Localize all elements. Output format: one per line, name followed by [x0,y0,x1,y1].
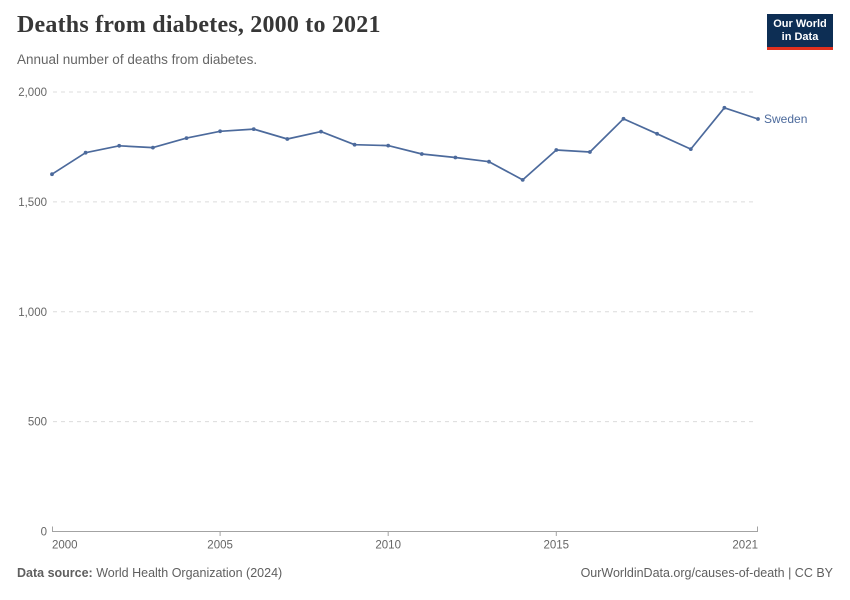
chart-title: Deaths from diabetes, 2000 to 2021 [17,12,381,38]
attribution-license: OurWorldinData.org/causes-of-death | CC … [580,566,833,580]
series-entity-label: Sweden [764,112,807,126]
data-point [655,131,659,136]
y-axis-tick-label: 2,000 [18,87,47,99]
data-point [386,143,391,148]
data-point [554,148,559,152]
data-point [117,143,122,148]
x-axis-tick-label: 2000 [52,540,78,552]
x-axis-tick-label: 2021 [732,540,758,552]
data-point [218,129,223,134]
data-source-label: Data source: [17,566,93,580]
owid-logo-line1: Our World [773,18,827,30]
data-point [151,145,155,150]
data-source-note: Data source: World Health Organization (… [17,566,282,580]
y-axis-tick-label: 500 [28,417,47,429]
data-point [319,129,323,134]
chart-subtitle: Annual number of deaths from diabetes. [17,52,258,67]
owid-logo: Our World in Data [767,14,833,50]
data-source-value: World Health Organization (2024) [92,566,283,580]
data-point [285,137,290,141]
data-point [588,150,592,154]
data-line [51,106,759,181]
data-point [453,155,458,160]
data-point [520,178,525,182]
y-axis-tick-label: 0 [41,527,47,539]
y-axis-tick-label: 1,000 [18,307,47,319]
data-point [419,152,424,156]
data-point [688,147,693,152]
data-point [487,159,491,164]
data-point [756,117,760,121]
x-axis-tick-label: 2010 [375,540,401,552]
data-point [352,142,357,147]
data-point [251,127,256,131]
x-axis-tick-label: 2005 [207,540,233,552]
owid-logo-line2: in Data [781,31,819,43]
data-point [722,105,727,110]
data-point [83,150,88,155]
data-point [184,136,189,141]
data-point [621,116,626,121]
y-axis-tick-label: 1,500 [18,197,47,209]
chart-footer: Data source: World Health Organization (… [17,566,833,580]
data-point [50,172,54,177]
x-axis-tick-label: 2015 [543,540,569,552]
